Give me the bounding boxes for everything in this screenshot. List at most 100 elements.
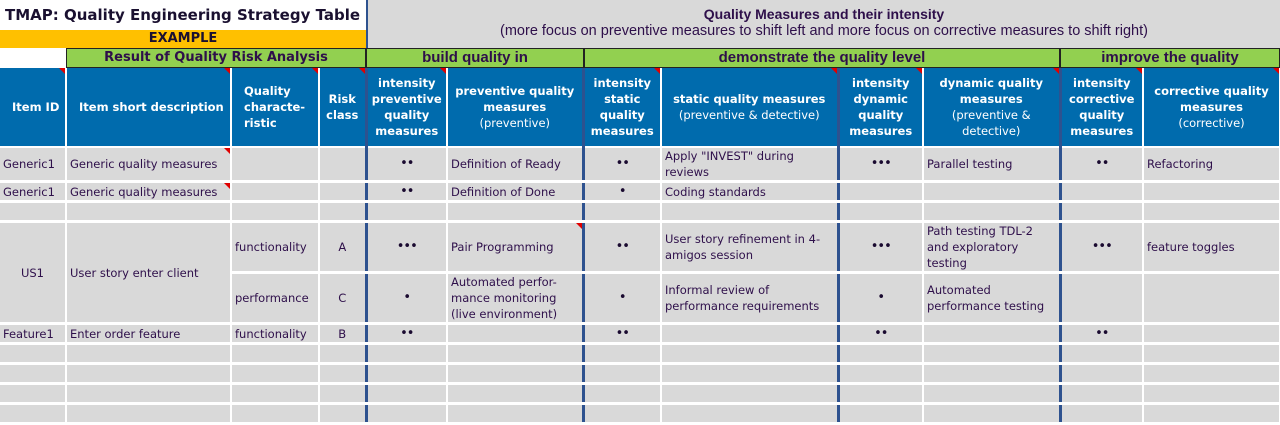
cell-intensity-corrective[interactable]: ••• [1058,221,1144,274]
cell-intensity-dynamic[interactable]: •• [836,323,924,345]
cell-empty[interactable] [836,343,924,365]
cell-empty[interactable] [661,363,839,385]
cell-risk[interactable]: B [319,323,367,345]
cell-quality-char[interactable]: functionality [231,323,320,345]
cell-intensity-preventive[interactable]: • [364,272,448,325]
cell-risk[interactable] [319,181,367,203]
cell-empty[interactable] [1058,343,1144,365]
cell-empty[interactable] [0,343,67,365]
cell-intensity-corrective[interactable] [1058,181,1144,203]
cell-static[interactable]: User story refinement in 4-amigos sessio… [661,221,839,274]
cell-dynamic[interactable] [923,323,1061,345]
cell-empty[interactable] [0,403,67,425]
cell-empty[interactable] [581,363,662,385]
cell-corrective[interactable] [1143,181,1280,203]
cell-empty[interactable] [923,201,1061,223]
cell-quality-char[interactable]: performance [231,272,320,325]
cell-empty[interactable] [364,343,448,365]
cell-empty[interactable] [836,363,924,385]
cell-item-id[interactable]: US1 [0,221,67,325]
cell-empty[interactable] [231,363,320,385]
cell-empty[interactable] [319,201,367,223]
cell-quality-char[interactable] [231,181,320,203]
cell-intensity-static[interactable]: • [581,181,662,203]
cell-intensity-dynamic[interactable]: ••• [836,221,924,274]
cell-intensity-corrective[interactable]: •• [1058,323,1144,345]
cell-empty[interactable] [364,403,448,425]
cell-static[interactable] [661,323,839,345]
cell-empty[interactable] [364,363,448,385]
cell-empty[interactable] [661,343,839,365]
cell-empty[interactable] [836,383,924,405]
cell-intensity-corrective[interactable] [1058,272,1144,325]
cell-empty[interactable] [1143,383,1280,405]
cell-intensity-preventive[interactable]: •• [364,181,448,203]
cell-dynamic[interactable] [923,181,1061,203]
cell-empty[interactable] [447,201,584,223]
cell-empty[interactable] [1143,403,1280,425]
cell-static[interactable]: Apply "INVEST" during reviews [661,147,839,183]
cell-item-id[interactable]: Generic1 [0,147,67,183]
cell-dynamic[interactable]: Path testing TDL-2 and exploratory testi… [923,221,1061,274]
cell-empty[interactable] [66,363,232,385]
cell-empty[interactable] [231,343,320,365]
cell-empty[interactable] [923,403,1061,425]
cell-empty[interactable] [581,343,662,365]
cell-empty[interactable] [447,383,584,405]
cell-empty[interactable] [319,383,367,405]
cell-static[interactable]: Coding standards [661,181,839,203]
cell-risk[interactable]: A [319,221,367,274]
cell-intensity-corrective[interactable]: •• [1058,147,1144,183]
cell-empty[interactable] [364,383,448,405]
cell-item-id[interactable]: Generic1 [0,181,67,203]
cell-empty[interactable] [1058,383,1144,405]
cell-corrective[interactable]: Refactoring [1143,147,1280,183]
cell-empty[interactable] [66,403,232,425]
cell-empty[interactable] [1058,363,1144,385]
cell-empty[interactable] [231,201,320,223]
cell-risk[interactable] [319,147,367,183]
cell-empty[interactable] [66,343,232,365]
cell-empty[interactable] [1143,363,1280,385]
cell-empty[interactable] [319,343,367,365]
cell-preventive[interactable] [447,323,584,345]
cell-intensity-static[interactable]: •• [581,323,662,345]
cell-empty[interactable] [581,383,662,405]
cell-empty[interactable] [1143,343,1280,365]
cell-empty[interactable] [836,403,924,425]
cell-intensity-static[interactable]: •• [581,147,662,183]
cell-empty[interactable] [661,383,839,405]
cell-empty[interactable] [1058,403,1144,425]
cell-empty[interactable] [447,403,584,425]
cell-empty[interactable] [0,363,67,385]
cell-empty[interactable] [447,363,584,385]
cell-intensity-dynamic[interactable]: • [836,272,924,325]
cell-quality-char[interactable] [231,147,320,183]
cell-empty[interactable] [364,201,448,223]
cell-empty[interactable] [923,343,1061,365]
cell-preventive[interactable]: Definition of Done [447,181,584,203]
cell-empty[interactable] [447,343,584,365]
cell-empty[interactable] [66,201,232,223]
cell-empty[interactable] [836,201,924,223]
cell-empty[interactable] [0,201,67,223]
cell-intensity-static[interactable]: • [581,272,662,325]
cell-intensity-preventive[interactable]: •• [364,323,448,345]
cell-intensity-preventive[interactable]: ••• [364,221,448,274]
cell-intensity-static[interactable]: •• [581,221,662,274]
cell-dynamic[interactable]: Parallel testing [923,147,1061,183]
cell-intensity-preventive[interactable]: •• [364,147,448,183]
cell-preventive[interactable]: Definition of Ready [447,147,584,183]
cell-empty[interactable] [923,363,1061,385]
cell-description[interactable]: Enter order feature [66,323,232,345]
cell-empty[interactable] [581,403,662,425]
cell-empty[interactable] [66,383,232,405]
cell-risk[interactable]: C [319,272,367,325]
cell-dynamic[interactable]: Automated performance testing [923,272,1061,325]
cell-empty[interactable] [231,383,320,405]
cell-intensity-dynamic[interactable] [836,181,924,203]
cell-corrective[interactable] [1143,272,1280,325]
cell-empty[interactable] [1058,201,1144,223]
cell-empty[interactable] [581,201,662,223]
cell-item-id[interactable]: Feature1 [0,323,67,345]
